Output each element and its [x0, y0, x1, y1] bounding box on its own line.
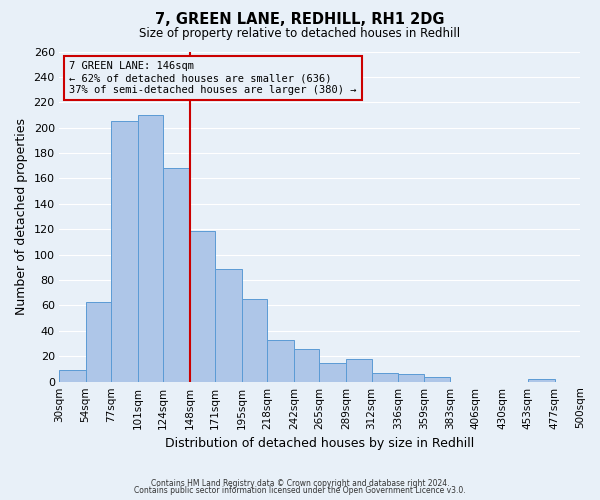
Text: Contains HM Land Registry data © Crown copyright and database right 2024.: Contains HM Land Registry data © Crown c… [151, 478, 449, 488]
Text: 7, GREEN LANE, REDHILL, RH1 2DG: 7, GREEN LANE, REDHILL, RH1 2DG [155, 12, 445, 28]
Bar [163, 168, 190, 382]
Text: Contains public sector information licensed under the Open Government Licence v3: Contains public sector information licen… [134, 486, 466, 495]
X-axis label: Distribution of detached houses by size in Redhill: Distribution of detached houses by size … [165, 437, 474, 450]
Bar [86, 302, 111, 382]
Bar [319, 362, 346, 382]
Bar [59, 370, 86, 382]
Text: Size of property relative to detached houses in Redhill: Size of property relative to detached ho… [139, 28, 461, 40]
Bar [215, 268, 242, 382]
Bar [294, 348, 319, 382]
Y-axis label: Number of detached properties: Number of detached properties [15, 118, 28, 315]
Bar [190, 230, 215, 382]
Bar [346, 359, 371, 382]
Bar [398, 374, 424, 382]
Text: 7 GREEN LANE: 146sqm
← 62% of detached houses are smaller (636)
37% of semi-deta: 7 GREEN LANE: 146sqm ← 62% of detached h… [70, 62, 357, 94]
Bar [242, 299, 268, 382]
Bar [528, 379, 554, 382]
Bar [424, 376, 450, 382]
Bar [111, 122, 137, 382]
Bar [268, 340, 294, 382]
Bar [137, 115, 163, 382]
Bar [371, 373, 398, 382]
